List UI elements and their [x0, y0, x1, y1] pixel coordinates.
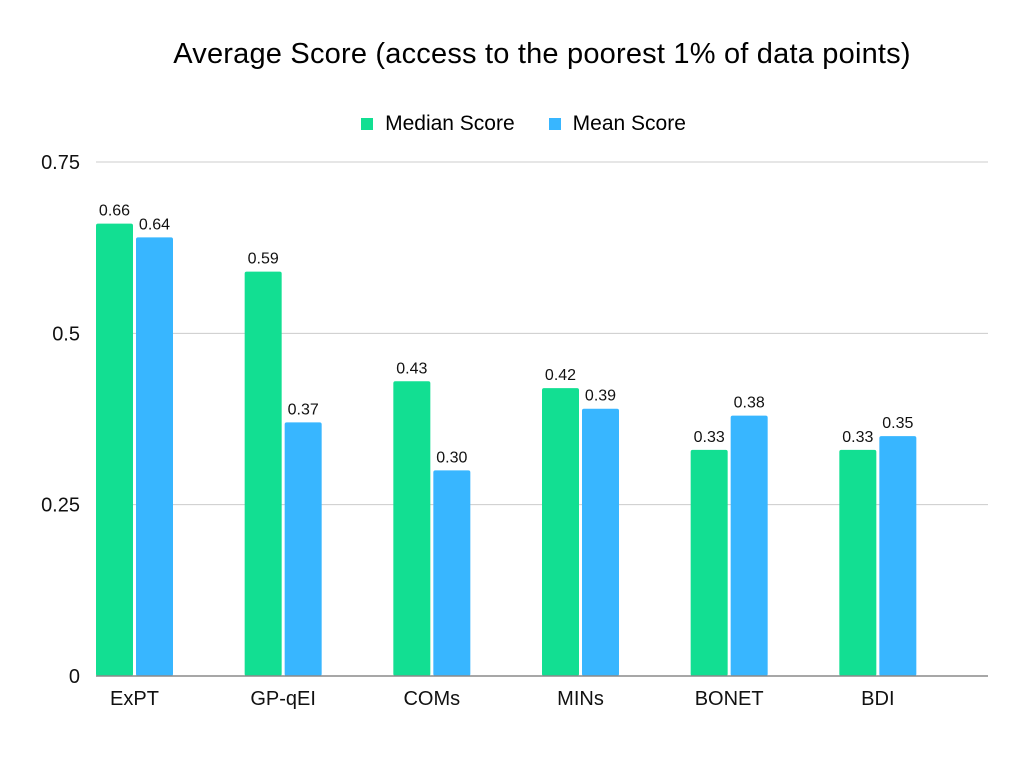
bar: [393, 381, 431, 676]
bar: [136, 237, 173, 677]
data-label: 0.43: [396, 360, 427, 377]
data-label: 0.39: [585, 388, 616, 405]
bar: [839, 449, 877, 676]
legend-item-median: Median Score: [361, 112, 515, 136]
x-tick-label: GP-qEI: [250, 688, 316, 710]
data-label: 0.33: [694, 429, 725, 446]
bar: [284, 422, 322, 676]
data-label: 0.37: [288, 401, 319, 418]
bar: [96, 223, 133, 676]
data-label: 0.42: [545, 367, 576, 384]
bar: [690, 449, 728, 676]
legend-swatch-median: [361, 118, 374, 130]
data-label: 0.35: [882, 415, 913, 432]
bar: [730, 415, 768, 676]
data-label: 0.59: [248, 251, 279, 268]
legend-swatch-mean: [548, 118, 561, 130]
bar: [433, 470, 471, 676]
bar: [582, 408, 619, 676]
data-label: 0.64: [139, 216, 170, 233]
data-label: 0.38: [734, 395, 765, 412]
x-tick-label: MINs: [557, 688, 604, 710]
y-tick-label: 0: [69, 666, 80, 688]
y-tick-label: 0.25: [41, 495, 80, 517]
legend-label-mean: Mean Score: [572, 112, 686, 135]
x-tick-label: ExPT: [110, 688, 159, 710]
data-label: 0.33: [842, 429, 873, 446]
y-tick-label: 0.75: [41, 152, 80, 174]
data-label: 0.30: [436, 449, 467, 466]
data-label: 0.66: [99, 203, 130, 220]
bar: [542, 388, 579, 676]
x-tick-label: BDI: [861, 688, 894, 710]
bar: [879, 436, 917, 676]
legend-item-mean: Mean Score: [548, 112, 686, 136]
y-tick-label: 0.5: [52, 323, 80, 345]
x-tick-label: BONET: [695, 688, 764, 710]
bar: [244, 271, 282, 676]
legend: Median Score Mean Score: [0, 112, 1024, 136]
legend-label-median: Median Score: [385, 112, 515, 135]
x-tick-label: COMs: [403, 688, 460, 710]
chart-title: Average Score (access to the poorest 1% …: [173, 38, 911, 70]
